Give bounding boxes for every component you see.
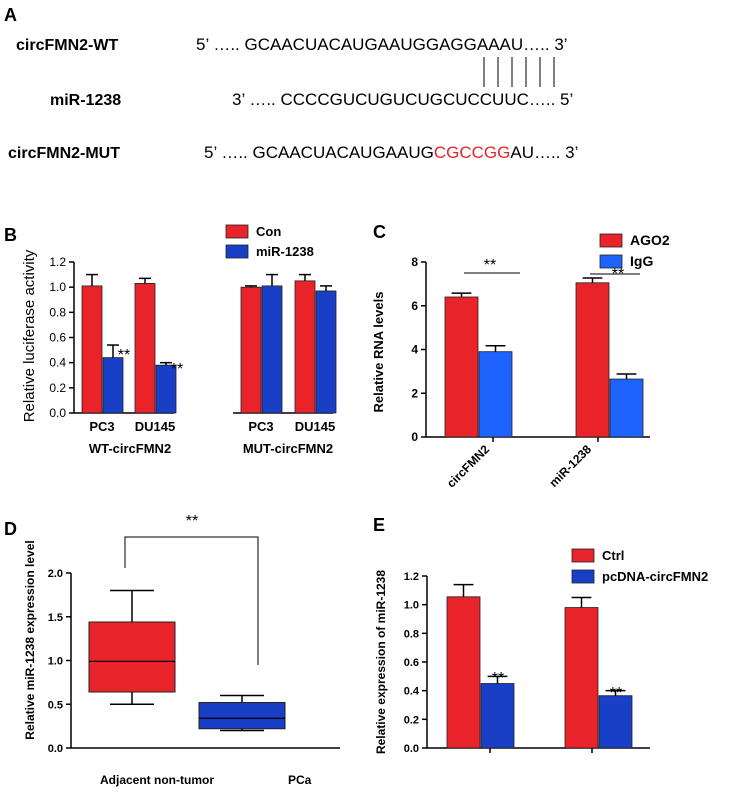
y-tick-label: 2 [411,386,418,400]
bar-pcdna-circfmn2 [598,695,633,749]
significance-label: ** [118,347,130,364]
mut-sequence: 5’ ….. GCAACUACAUGAAUGCGCCGGAU….. 3’ [204,143,578,162]
legend-label: AGO2 [630,232,670,248]
group-label: MUT-circFMN2 [243,441,333,456]
significance-label: ** [612,266,624,283]
bar-ago2 [444,296,479,438]
y-tick-label: 8 [411,255,418,269]
y-tick-label: 0.6 [404,657,419,669]
y-tick-label: 4 [411,343,418,357]
y-tick-label: 0.2 [404,714,419,726]
legend-label: miR-1238 [256,244,314,259]
wt-label: circFMN2-WT [16,37,118,54]
box [198,702,286,730]
x-tick-label: PC3 [89,419,114,434]
wt-sequence: 5’ ….. GCAACUACAUGAAUGGAGGAAAU….. 3’ [196,35,568,54]
x-tick-label: circFMN2 [444,442,492,490]
y-tick-label: 0.2 [49,381,66,395]
panel-d-letter: D [4,519,17,539]
bar-ctrl [446,596,481,749]
y-axis-label: Relative expression of miR-1238 [374,570,388,754]
mir-label: miR-1238 [50,92,121,109]
x-tick-label: PCa [288,773,312,787]
y-tick-label: 0.0 [404,743,419,755]
x-tick-label: miR-1238 [546,442,594,490]
y-tick-label: 0.0 [48,743,63,755]
panel-c-letter: C [373,222,386,242]
legend-swatch [599,233,623,248]
legend-label: Con [256,224,281,239]
significance-label: ** [492,670,504,687]
y-tick-label: 1.2 [49,255,66,269]
bar-mir-1238 [315,290,337,414]
significance-label: ** [484,257,496,274]
panel-a: A circFMN2-WT 5’ ….. GCAACUACAUGAAUGGAGG… [4,5,578,162]
significance-label: ** [610,685,622,702]
bar-con [240,286,262,414]
bar-pcdna-circfmn2 [480,683,515,749]
panel-a-letter: A [4,5,17,25]
y-tick-label: 1.0 [49,280,66,294]
y-tick-label: 1.0 [48,656,63,668]
mir-sequence: 3’ ….. CCCCGUCUGUCUGCUCCUUC….. 5’ [232,90,573,109]
y-tick-label: 0.4 [404,686,420,698]
legend-label: pcDNA-circFMN2 [602,569,708,584]
y-tick-label: 0 [411,430,418,444]
x-tick-label: DU145 [295,419,335,434]
bar-con [81,285,103,414]
y-axis-label: Relative luciferase activity [21,249,38,422]
base-pair-lines [483,57,555,87]
group-label: WT-circFMN2 [89,441,171,456]
panel-e-letter: E [373,515,385,535]
bar-igg [609,378,644,438]
panel-b-letter: B [4,225,17,245]
chart-e: 0.0 0.2 0.4 0.6 0.8 1.0 1.2 Relative expression… [374,548,708,755]
y-tick-label: 1.2 [404,571,419,583]
y-tick-label: 2.0 [48,568,63,580]
y-tick-label: 0.8 [49,305,66,319]
y-tick-label: 1.0 [404,600,419,612]
legend-label: Ctrl [602,548,624,563]
y-tick-label: 0.0 [49,406,66,420]
y-axis-label: Relative miR-1238 expression level [23,540,37,739]
y-tick-label: 0.6 [49,331,66,345]
x-tick-label: Adjacent non-tumor [100,773,214,787]
bar-ctrl [564,607,599,749]
bar-mir-1238 [261,285,283,414]
x-tick-label: DU145 [135,419,175,434]
legend-swatch [571,569,595,584]
y-tick-label: 0.8 [404,628,419,640]
significance-bracket [124,536,259,665]
x-tick-label: PC3 [248,419,273,434]
legend-swatch [599,254,623,269]
box [88,621,176,693]
legend-label: IgG [630,253,653,269]
mut-label: circFMN2-MUT [8,145,120,162]
legend-swatch [571,548,595,563]
legend-swatch [225,224,249,239]
y-tick-label: 1.5 [48,612,63,624]
y-axis-label: Relative RNA levels [371,292,386,413]
bar-ago2 [575,282,610,438]
chart-b: 0.0 0.2 0.4 0.6 0.8 1.0 1.2 Relative luciferase… [21,224,337,456]
significance-label: ** [171,361,183,378]
legend-swatch [225,244,249,259]
bar-igg [478,351,513,438]
bar-con [134,282,156,414]
y-tick-label: 0.5 [48,699,63,711]
chart-d: 0.0 0.5 1.0 1.5 2.0 Relative miR-1238 express… [23,513,340,787]
significance-label: ** [186,513,198,530]
y-tick-label: 6 [411,299,418,313]
y-tick-label: 0.4 [49,356,66,370]
bar-mir-1238 [102,357,124,414]
chart-c: 0 2 4 6 8 Relative RNA levels circFMN2 miR-1238… [371,232,670,490]
bar-con [294,280,316,414]
